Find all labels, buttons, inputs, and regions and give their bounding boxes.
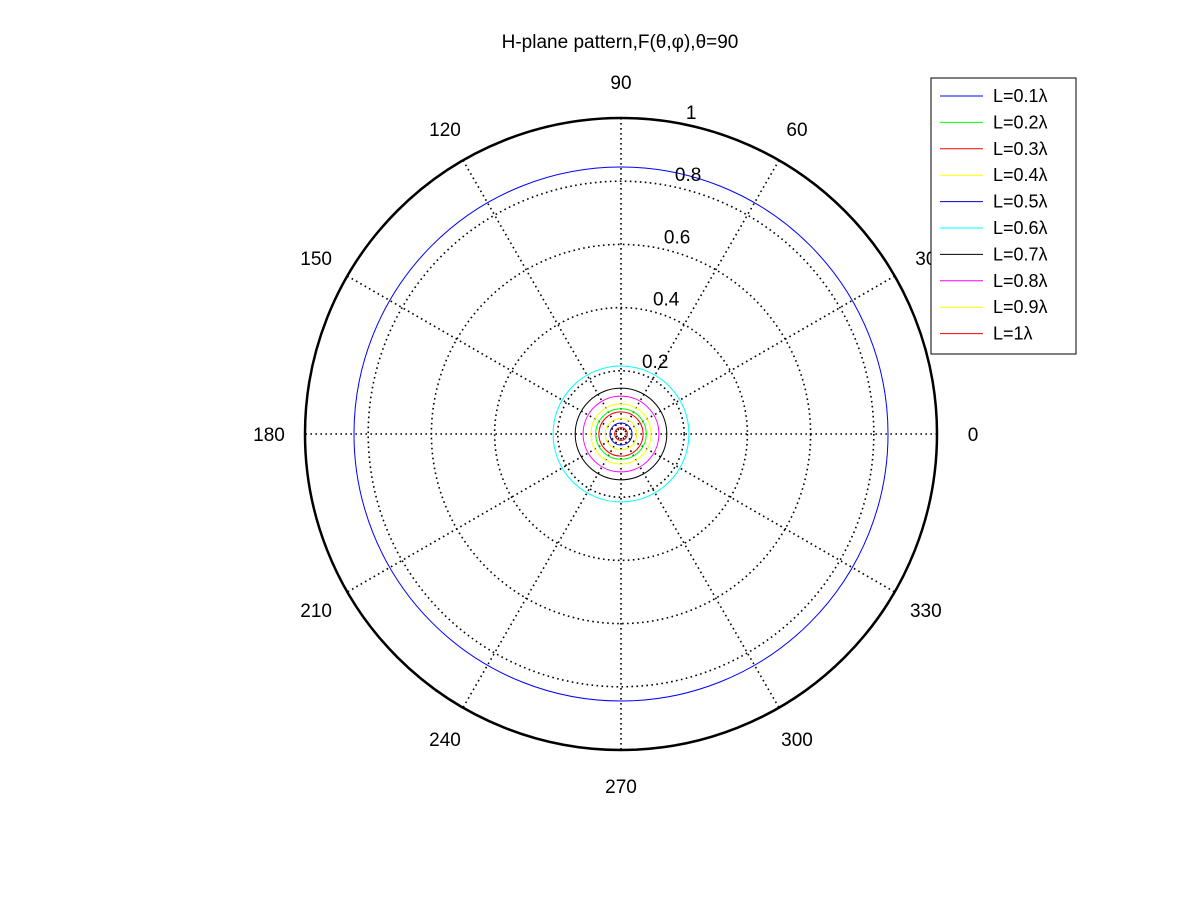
legend-label: L=0.8λ	[993, 271, 1048, 291]
legend: L=0.1λ L=0.2λ L=0.3λ L=0.4λ L=0.5λ L=0.6λ L=0.…	[930, 77, 1077, 355]
theta-tick-label: 60	[786, 120, 807, 141]
series-line	[609, 422, 633, 446]
theta-tick-label: 240	[429, 730, 461, 751]
r-tick-label: 0.4	[653, 290, 680, 311]
series-line	[614, 427, 628, 441]
theta-tick-label: 210	[300, 601, 332, 622]
grid-circle	[556, 369, 685, 498]
outer-circle	[303, 116, 939, 752]
grid-spoke	[346, 275, 896, 593]
legend-box	[930, 77, 1077, 355]
theta-tick-label: 90	[610, 73, 631, 94]
legend-label: L=0.2λ	[993, 112, 1048, 132]
theta-tick-label: 150	[300, 249, 332, 270]
series-line	[353, 166, 889, 702]
r-tick-label: 0.8	[675, 165, 701, 186]
legend-label: L=1λ	[993, 324, 1033, 344]
theta-tick-label: 180	[253, 425, 285, 446]
series-line	[574, 387, 668, 481]
theta-tick-label: 300	[781, 730, 813, 751]
grid-circle	[367, 180, 875, 688]
series-line	[590, 403, 652, 465]
r-tick-label: 1	[686, 103, 697, 124]
legend-label: L=0.9λ	[993, 297, 1048, 317]
series-line	[604, 417, 638, 451]
series-line	[598, 411, 644, 457]
theta-tick-label: 270	[605, 777, 637, 798]
chart-title: H-plane pattern,F(θ,φ),θ=90	[502, 32, 739, 53]
theta-tick-label: 0	[968, 425, 979, 446]
polar-grid	[305, 118, 937, 750]
legend-label: L=0.7λ	[993, 244, 1048, 264]
legend-label: L=0.6λ	[993, 218, 1048, 238]
theta-tick-label: 120	[429, 120, 461, 141]
legend-label: L=0.4λ	[993, 165, 1048, 185]
series-line	[582, 395, 660, 473]
legend-label: L=0.5λ	[993, 192, 1048, 212]
legend-label: L=0.3λ	[993, 139, 1048, 159]
r-tick-label: 0.6	[664, 227, 690, 248]
r-tick-label: 0.2	[642, 352, 668, 373]
grid-circle	[493, 306, 749, 562]
series-line	[595, 408, 647, 460]
series-line	[552, 365, 690, 503]
theta-tick-label: 330	[910, 601, 942, 622]
series-layer	[353, 166, 889, 702]
polar-axis	[303, 116, 939, 752]
legend-label: L=0.1λ	[993, 86, 1048, 106]
